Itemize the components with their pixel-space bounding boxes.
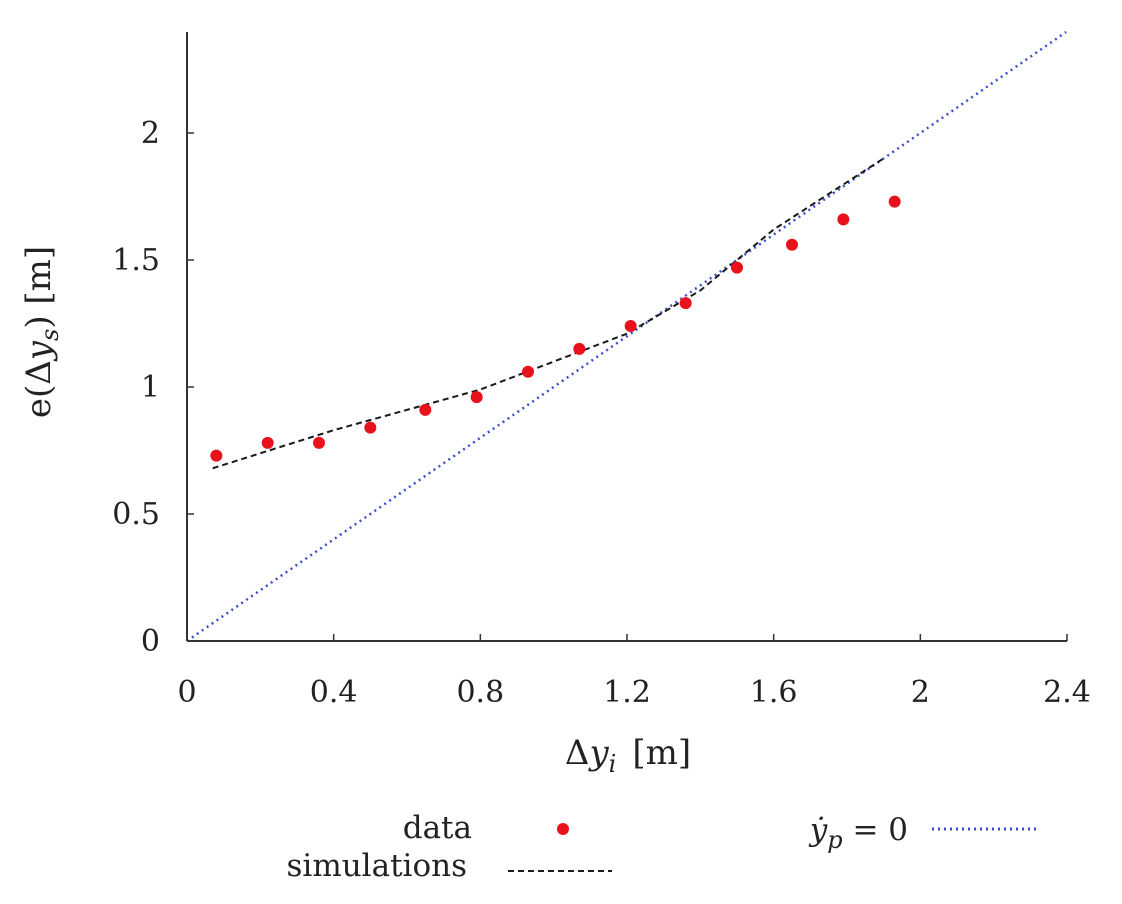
y-tick-label: 1.5 bbox=[112, 243, 160, 278]
x-tick-label: 0.8 bbox=[456, 675, 504, 710]
y-tick-label: 2 bbox=[141, 116, 160, 151]
legend-label-yp: ẏp = 0 bbox=[808, 812, 908, 854]
y-axis-title-prefix: e(Δ bbox=[19, 360, 59, 418]
x-tick-label: 2.4 bbox=[1043, 675, 1091, 710]
legend-yp-var: ẏ bbox=[808, 812, 828, 848]
data-point bbox=[624, 320, 637, 333]
data-point bbox=[419, 403, 432, 416]
x-axis-title-delta: Δ bbox=[565, 733, 590, 773]
y-axis-title-suffix: ) [m] bbox=[19, 246, 59, 329]
data-point bbox=[837, 213, 850, 226]
series-line-simulations bbox=[212, 157, 885, 470]
legend-marker-data bbox=[557, 823, 569, 835]
legend: data simulations ẏp = 0 bbox=[287, 810, 1040, 884]
data-point bbox=[313, 436, 325, 449]
y-tick-label: 1 bbox=[141, 370, 160, 405]
x-axis-title-unit: [m] bbox=[632, 733, 691, 773]
data-point bbox=[364, 421, 377, 434]
legend-label-data: data bbox=[403, 810, 472, 846]
series-line-yp bbox=[186, 30, 1067, 643]
legend-label-simulations: simulations bbox=[287, 848, 468, 884]
x-tick-label: 0.4 bbox=[310, 675, 358, 710]
ticks-layer: 0 0.4 0.8 1.2 1.6 2 2.4 0 0.5 1 1.5 2 bbox=[112, 116, 1091, 710]
y-axis-title: e(Δys) [m] bbox=[19, 246, 64, 418]
y-axis-title-var: y bbox=[19, 340, 59, 362]
data-point bbox=[522, 365, 534, 378]
x-tick-label: 0 bbox=[177, 675, 196, 710]
x-tick-label: 1.6 bbox=[750, 675, 798, 710]
y-tick-label: 0.5 bbox=[112, 497, 160, 532]
x-axis-title-var: y bbox=[587, 733, 609, 773]
data-point bbox=[573, 342, 586, 355]
data-point bbox=[470, 391, 483, 404]
data-point bbox=[888, 195, 901, 208]
x-axis-title-sub: i bbox=[609, 750, 617, 778]
y-axis-title-sub: s bbox=[36, 329, 64, 341]
legend-yp-sub: p bbox=[827, 826, 842, 854]
data-point bbox=[210, 449, 223, 462]
y-tick-label: 0 bbox=[141, 624, 160, 659]
legend-yp-rest: = 0 bbox=[843, 812, 908, 848]
series-layer bbox=[186, 30, 1067, 643]
data-point bbox=[786, 238, 798, 251]
x-tick-label: 2 bbox=[911, 675, 930, 710]
data-point bbox=[731, 261, 743, 274]
data-point bbox=[679, 297, 692, 310]
x-tick-label: 1.2 bbox=[603, 675, 651, 710]
data-point bbox=[261, 436, 274, 449]
x-axis-title: Δyi [m] bbox=[565, 733, 691, 778]
